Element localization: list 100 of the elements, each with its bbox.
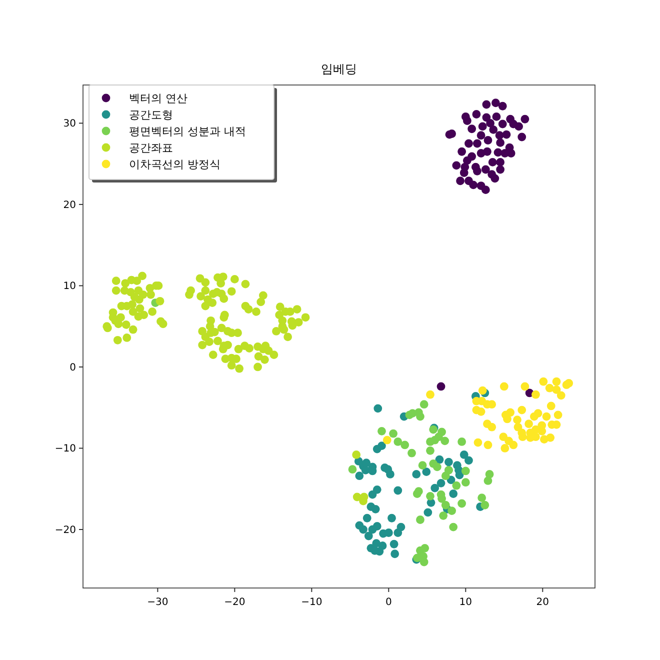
point <box>546 433 555 442</box>
point <box>461 466 470 476</box>
point <box>490 174 500 183</box>
point <box>432 462 442 472</box>
x-tick-label: 20 <box>536 597 550 608</box>
y-tick-label: −10 <box>54 444 76 455</box>
point <box>420 400 428 409</box>
point <box>546 402 556 410</box>
point <box>416 516 424 524</box>
point <box>539 377 548 386</box>
point <box>448 506 456 515</box>
x-tick-label: −10 <box>301 597 322 608</box>
point <box>390 550 400 558</box>
y-tick-label: 10 <box>63 281 76 292</box>
point <box>464 456 473 465</box>
point <box>518 406 526 414</box>
legend-label: 평면벡터의 성분과 내적 <box>129 124 246 138</box>
point <box>464 139 473 148</box>
point <box>518 432 527 442</box>
point <box>418 461 427 470</box>
y-tick-label: −20 <box>54 524 76 536</box>
point <box>460 450 468 459</box>
legend-label: 공간도형 <box>129 108 173 122</box>
point <box>478 494 486 502</box>
point <box>552 386 561 394</box>
point <box>532 390 540 399</box>
point <box>496 138 504 147</box>
point <box>378 442 386 450</box>
point <box>476 131 486 140</box>
point <box>378 542 387 550</box>
point <box>362 514 372 522</box>
point <box>439 511 448 520</box>
point <box>484 136 492 144</box>
point <box>509 120 518 128</box>
point <box>502 130 511 139</box>
point <box>520 114 530 124</box>
point <box>348 465 357 474</box>
y-tick-label: 20 <box>63 200 76 211</box>
x-tick-label: 0 <box>385 597 392 608</box>
point <box>491 98 500 108</box>
point <box>481 186 490 194</box>
point <box>458 499 466 508</box>
point <box>524 420 533 428</box>
point <box>518 132 526 142</box>
point <box>481 165 490 174</box>
point <box>359 525 368 534</box>
point <box>456 176 464 186</box>
point <box>462 156 472 165</box>
x-tick-label: −30 <box>147 597 168 608</box>
point <box>394 438 402 446</box>
point <box>530 412 538 421</box>
point <box>492 112 501 121</box>
point <box>426 390 434 399</box>
point <box>384 465 392 474</box>
point <box>554 410 562 420</box>
point <box>412 490 422 498</box>
point <box>486 119 494 128</box>
point <box>436 382 446 391</box>
point <box>372 522 382 530</box>
legend-label: 벡터의 연산 <box>129 92 188 105</box>
point <box>444 458 453 466</box>
x-tick-label: 10 <box>459 597 472 608</box>
point <box>552 377 561 386</box>
point <box>461 478 470 487</box>
point <box>374 404 382 413</box>
point <box>371 504 380 514</box>
point <box>452 481 461 490</box>
point <box>396 522 406 532</box>
point <box>424 508 432 517</box>
point <box>378 426 386 436</box>
point <box>462 116 472 125</box>
point <box>438 428 446 436</box>
point <box>478 122 487 131</box>
point <box>355 472 364 480</box>
point <box>484 476 492 485</box>
point <box>476 407 486 416</box>
point <box>496 158 504 166</box>
point <box>545 384 554 392</box>
point <box>488 158 497 166</box>
point <box>458 147 466 156</box>
point <box>473 166 482 176</box>
point <box>394 486 402 495</box>
point <box>469 180 478 190</box>
point <box>368 490 377 499</box>
point <box>390 540 398 548</box>
point <box>449 490 458 498</box>
point <box>509 440 518 450</box>
point <box>556 391 566 400</box>
point <box>482 100 491 109</box>
point <box>458 438 466 446</box>
legend-label: 공간좌표 <box>129 141 173 154</box>
point <box>460 168 468 177</box>
point <box>426 492 434 500</box>
point <box>430 484 440 492</box>
point <box>484 440 492 450</box>
y-tick-label: 30 <box>63 118 76 130</box>
point <box>400 440 410 450</box>
point <box>452 161 461 170</box>
point <box>472 110 481 118</box>
point <box>441 500 450 510</box>
